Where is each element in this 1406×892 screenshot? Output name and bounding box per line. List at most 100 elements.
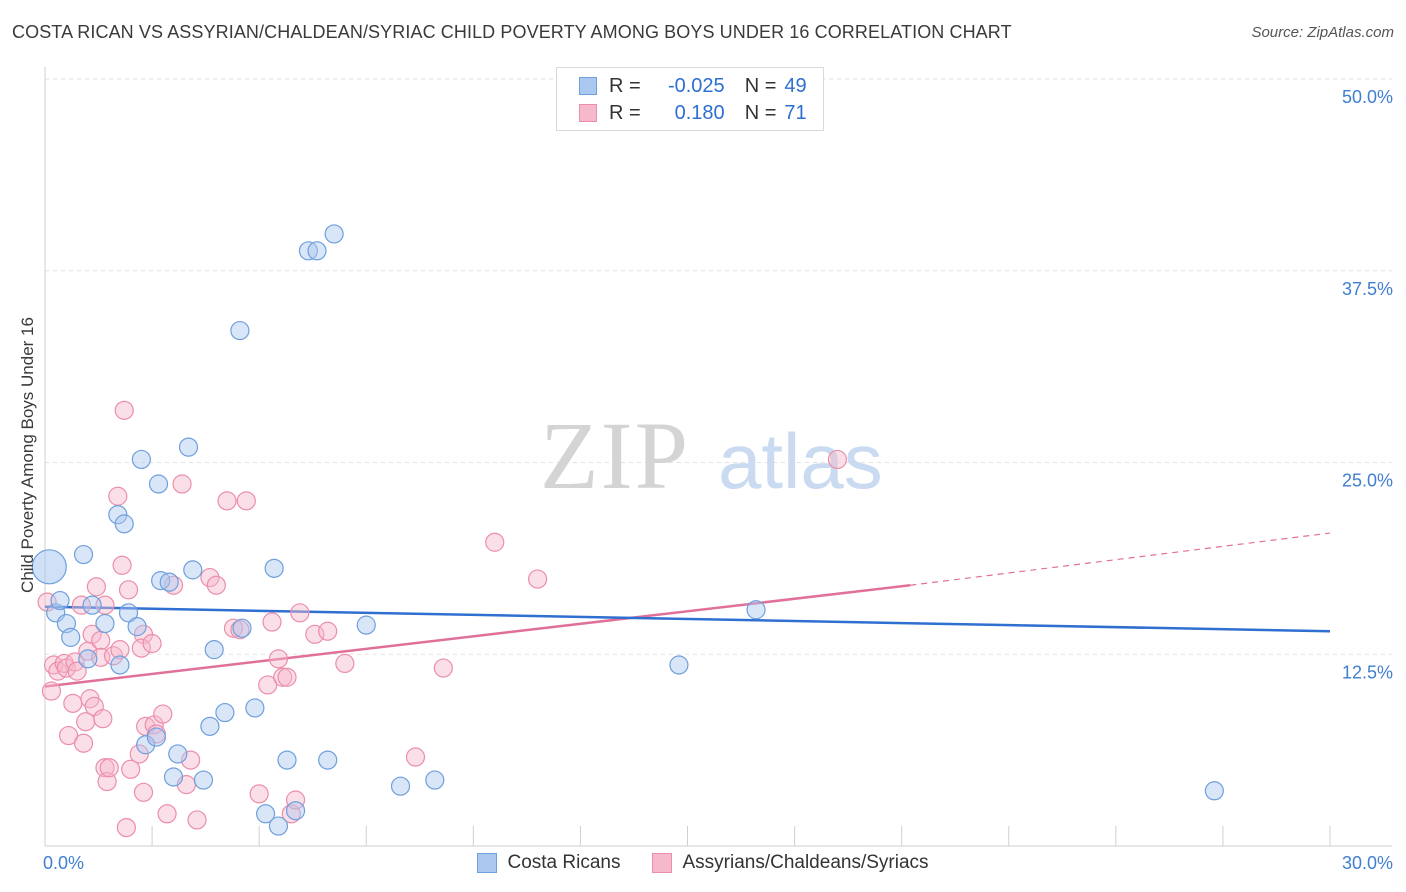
legend-item-costa-ricans: Costa Ricans bbox=[477, 852, 620, 874]
point-assyrians bbox=[433, 658, 453, 678]
point-assyrians bbox=[99, 758, 119, 778]
point-costa-ricans bbox=[285, 801, 306, 821]
point-assyrians bbox=[97, 771, 117, 792]
point-costa-ricans bbox=[200, 716, 220, 736]
y-axis-label: Child Poverty Among Boys Under 16 bbox=[18, 317, 37, 593]
legend-swatch-blue bbox=[579, 77, 597, 95]
point-assyrians bbox=[58, 725, 79, 746]
point-costa-ricans bbox=[82, 595, 102, 615]
legend-swatch-blue bbox=[477, 853, 498, 873]
point-assyrians bbox=[110, 640, 130, 660]
point-costa-ricans bbox=[159, 572, 179, 592]
x-tick-label-max: 30.0% bbox=[1342, 853, 1393, 873]
legend-n-label: N = bbox=[744, 101, 777, 124]
point-costa-ricans bbox=[50, 590, 70, 611]
point-costa-ricans bbox=[73, 544, 94, 565]
point-assyrians bbox=[131, 638, 151, 658]
point-costa-ricans bbox=[131, 449, 151, 470]
point-costa-ricans bbox=[163, 767, 184, 787]
point-assyrians bbox=[142, 633, 162, 654]
legend-item-assyrians: Assyrians/Chaldeans/Syriacs bbox=[652, 852, 929, 874]
point-assyrians bbox=[335, 653, 355, 674]
point-assyrians bbox=[405, 747, 426, 767]
legend-n-value: 49 bbox=[784, 74, 807, 97]
legend-row-costa-ricans: R = -0.025 N = 49 bbox=[579, 73, 824, 99]
y-tick-label: 50.0% bbox=[1342, 87, 1393, 107]
point-costa-ricans bbox=[255, 804, 276, 824]
point-costa-ricans bbox=[324, 224, 344, 244]
point-assyrians bbox=[133, 782, 154, 802]
point-assyrians bbox=[121, 759, 141, 779]
point-assyrians bbox=[262, 612, 282, 632]
point-assyrians bbox=[268, 649, 289, 669]
y-tick-label: 12.5% bbox=[1342, 662, 1393, 682]
point-costa-ricans bbox=[230, 320, 250, 341]
legend-n-label: N = bbox=[744, 74, 777, 97]
point-costa-ricans bbox=[193, 770, 214, 790]
series-costa-ricans-points bbox=[31, 70, 1224, 836]
chart-title: COSTA RICAN VS ASSYRIAN/CHALDEAN/SYRIAC … bbox=[12, 22, 1012, 42]
point-assyrians bbox=[157, 804, 177, 824]
point-assyrians bbox=[217, 491, 237, 511]
point-assyrians bbox=[95, 758, 115, 778]
point-costa-ricans bbox=[390, 776, 411, 796]
point-assyrians bbox=[318, 621, 338, 641]
point-assyrians bbox=[63, 693, 83, 713]
point-costa-ricans bbox=[95, 613, 115, 634]
point-assyrians bbox=[86, 577, 107, 597]
point-assyrians bbox=[827, 449, 848, 470]
point-costa-ricans bbox=[118, 603, 139, 623]
correlation-legend: R = -0.025 N = 49 R = 0.180 N = 71 bbox=[556, 67, 824, 131]
point-costa-ricans bbox=[318, 750, 338, 770]
point-costa-ricans bbox=[110, 655, 130, 675]
point-assyrians bbox=[258, 675, 278, 695]
point-costa-ricans bbox=[183, 560, 203, 580]
legend-swatch-pink bbox=[652, 853, 673, 873]
point-assyrians bbox=[285, 790, 306, 810]
point-assyrians bbox=[93, 709, 113, 729]
point-assyrians bbox=[485, 532, 505, 552]
point-assyrians bbox=[67, 661, 87, 681]
point-costa-ricans bbox=[61, 627, 81, 647]
legend-r-label: R = bbox=[609, 101, 641, 124]
point-costa-ricans bbox=[356, 615, 376, 635]
legend-label-assyrians: Assyrians/Chaldeans/Syriacs bbox=[682, 852, 929, 873]
watermark-atlas: atlas bbox=[718, 417, 883, 505]
point-costa-ricans bbox=[307, 241, 327, 261]
point-assyrians bbox=[187, 810, 207, 830]
point-assyrians bbox=[206, 575, 226, 595]
chart-source: Source: ZipAtlas.com bbox=[1251, 24, 1394, 41]
point-assyrians bbox=[277, 667, 297, 687]
point-assyrians bbox=[290, 603, 310, 623]
point-costa-ricans bbox=[232, 618, 252, 638]
point-assyrians bbox=[41, 681, 62, 701]
point-assyrians bbox=[73, 733, 94, 753]
point-assyrians bbox=[153, 704, 173, 724]
axes bbox=[44, 67, 1392, 847]
point-assyrians bbox=[91, 630, 111, 651]
x-tick-label-min: 0.0% bbox=[43, 853, 84, 873]
legend-r-label: R = bbox=[609, 74, 641, 97]
trend-line-assyrians-extension bbox=[910, 532, 1331, 586]
point-costa-ricans bbox=[148, 474, 169, 494]
trend-line-costa-ricans bbox=[44, 605, 1331, 633]
point-costa-ricans bbox=[1204, 781, 1224, 801]
point-assyrians bbox=[200, 567, 220, 588]
point-assyrians bbox=[118, 580, 139, 600]
tick-labels: 12.5% 25.0% 37.5% 50.0% 0.0% 30.0% bbox=[43, 87, 1393, 873]
point-assyrians bbox=[71, 595, 92, 615]
point-assyrians bbox=[249, 784, 269, 804]
point-costa-ricans bbox=[31, 549, 67, 585]
series-legend: Costa Ricans Assyrians/Chaldeans/Syriacs bbox=[0, 852, 1406, 874]
point-assyrians bbox=[273, 667, 293, 687]
point-costa-ricans bbox=[277, 750, 297, 770]
trend-lines bbox=[44, 532, 1331, 688]
point-assyrians bbox=[236, 491, 256, 511]
legend-swatch-pink bbox=[579, 104, 597, 122]
point-costa-ricans bbox=[178, 437, 199, 457]
point-assyrians bbox=[527, 569, 548, 589]
point-assyrians bbox=[114, 400, 134, 420]
point-costa-ricans bbox=[268, 816, 289, 836]
point-costa-ricans bbox=[245, 698, 265, 718]
